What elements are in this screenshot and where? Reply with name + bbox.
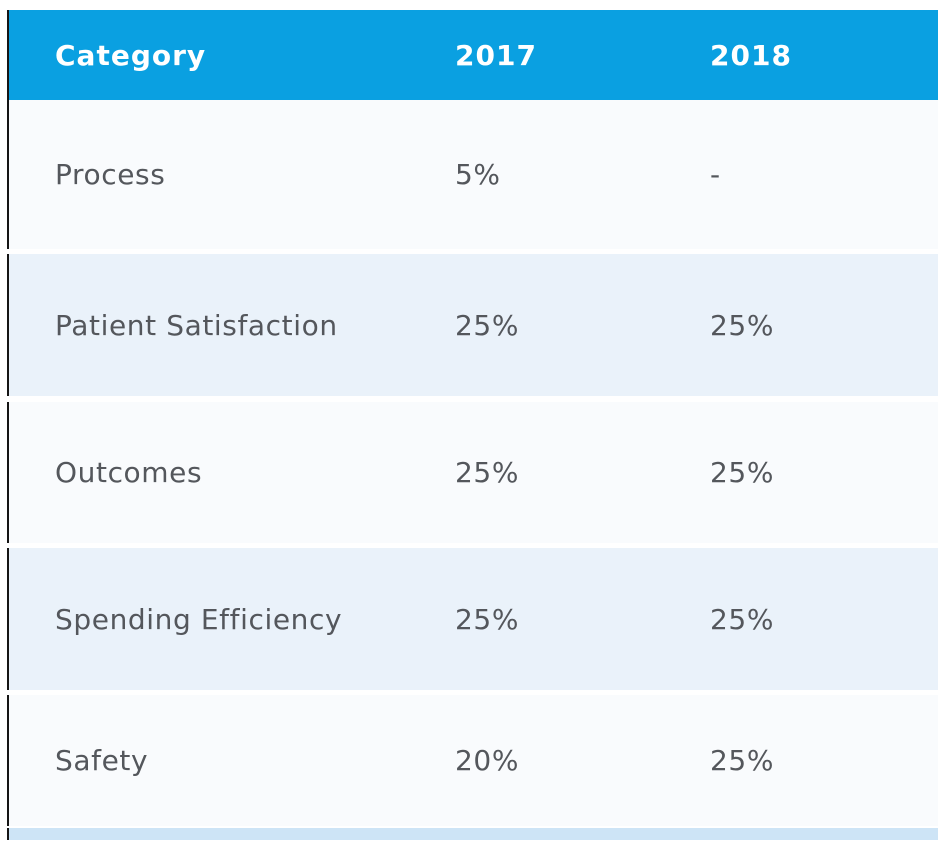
cell-2018: 25% xyxy=(710,744,775,777)
cell-2018: - xyxy=(710,158,721,191)
cell-2017: 25% xyxy=(455,602,520,636)
column-header-2018: 2018 xyxy=(710,38,792,72)
cell-2017: 5% xyxy=(455,158,501,191)
cell-2017: 20% xyxy=(455,744,520,777)
cell-2018: 25% xyxy=(710,602,775,636)
cell-category: Safety xyxy=(55,744,149,777)
cell-2017: 25% xyxy=(455,308,520,342)
table-header-row: Category 2017 2018 xyxy=(7,10,938,100)
table-row-safety: Safety 20% 25% xyxy=(7,695,938,826)
cell-2017: 25% xyxy=(455,456,520,489)
category-weights-table: Category 2017 2018 Process 5% - Patient … xyxy=(7,10,938,840)
table-row-outcomes: Outcomes 25% 25% xyxy=(7,402,938,543)
column-header-category: Category xyxy=(55,38,207,72)
table-row-patient-satisfaction: Patient Satisfaction 25% 25% xyxy=(7,254,938,396)
table-row-spending-efficiency: Spending Efficiency 25% 25% xyxy=(7,548,938,690)
column-header-2017: 2017 xyxy=(455,38,537,72)
cell-category: Patient Satisfaction xyxy=(55,308,338,342)
table-row-process: Process 5% - xyxy=(7,100,938,249)
clipped-next-row-strip xyxy=(7,828,938,840)
cell-2018: 25% xyxy=(710,456,775,489)
cell-category: Spending Efficiency xyxy=(55,602,343,636)
cell-category: Outcomes xyxy=(55,456,203,489)
cell-2018: 25% xyxy=(710,308,775,342)
cell-category: Process xyxy=(55,158,166,191)
